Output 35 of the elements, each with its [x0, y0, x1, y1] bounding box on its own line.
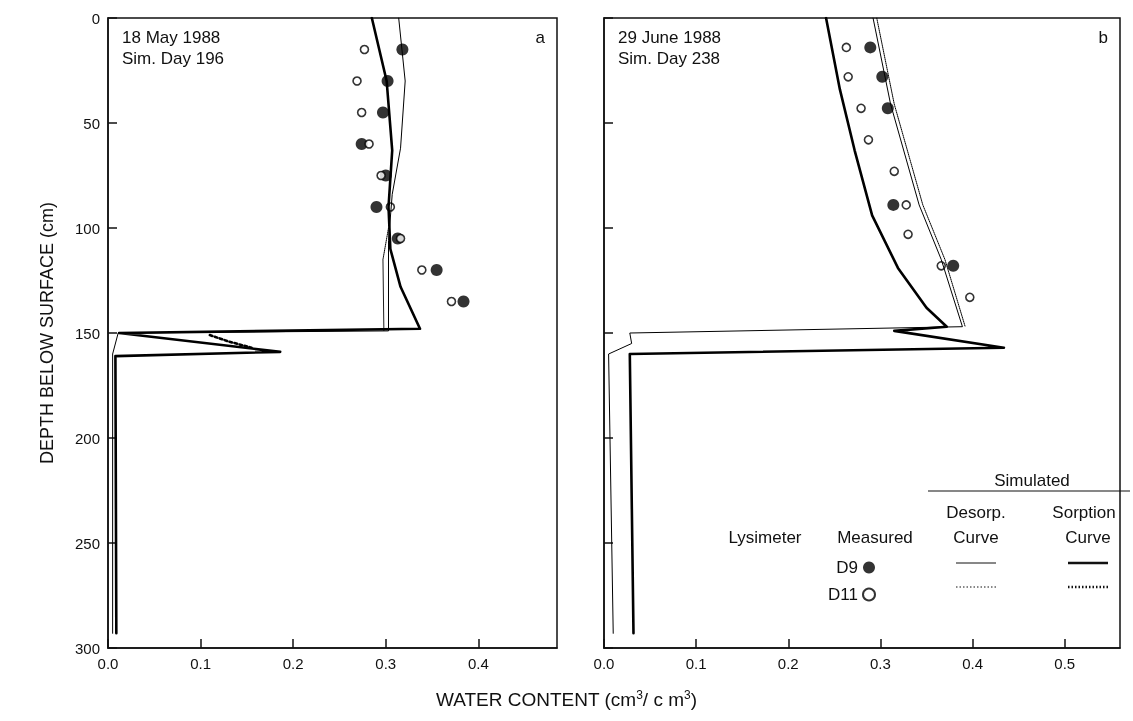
x-tick-label: 0.5	[1054, 655, 1076, 672]
y-axis-title: DEPTH BELOW SURFACE (cm)	[37, 201, 57, 465]
x-tick-label: 0.2	[282, 655, 304, 672]
legend-label: D9	[836, 558, 858, 577]
x-tick-label: 0.3	[375, 655, 397, 672]
x-tick-label: 0.2	[777, 655, 799, 672]
y-tick-label: 50	[83, 114, 100, 132]
x-tick-label: 0.1	[685, 655, 707, 672]
annotation: Lysimeter	[728, 527, 802, 547]
x-tick-label: 0.1	[190, 655, 212, 672]
annotation: a	[535, 27, 546, 47]
annotation: Sim. Day 238	[618, 48, 721, 68]
legend-label: D11	[828, 585, 858, 604]
x-tick-label: 0.4	[467, 655, 489, 672]
annotation: Sorption	[1052, 502, 1116, 522]
annotation: Measured	[837, 527, 913, 547]
x-axis-title: WATER CONTENT (cm$^{3}$/ c m$^{3}$)	[434, 688, 699, 712]
annotation: 18 May 1988	[122, 27, 221, 47]
annotation: 29 June 1988	[618, 27, 722, 47]
y-tick-label: 250	[74, 534, 100, 552]
x-tick-label: 0.3	[870, 655, 891, 672]
annotation: Sim. Day 196	[122, 48, 225, 68]
y-tick-label: 150	[74, 324, 100, 342]
annotation: Desorp.	[946, 502, 1006, 522]
annotation: Simulated	[994, 470, 1070, 490]
x-tick-label: 0.0	[97, 655, 119, 672]
y-tick-label: 300	[74, 639, 100, 657]
y-tick-label: 200	[74, 429, 100, 447]
annotation: Curve	[953, 527, 999, 547]
x-tick-label: 0.0	[593, 655, 615, 672]
x-tick-label: 0.4	[962, 655, 983, 672]
annotation: Curve	[1065, 527, 1111, 547]
y-tick-label: 100	[74, 219, 100, 237]
annotation: b	[1098, 27, 1108, 47]
y-tick-label: 0	[91, 9, 100, 27]
